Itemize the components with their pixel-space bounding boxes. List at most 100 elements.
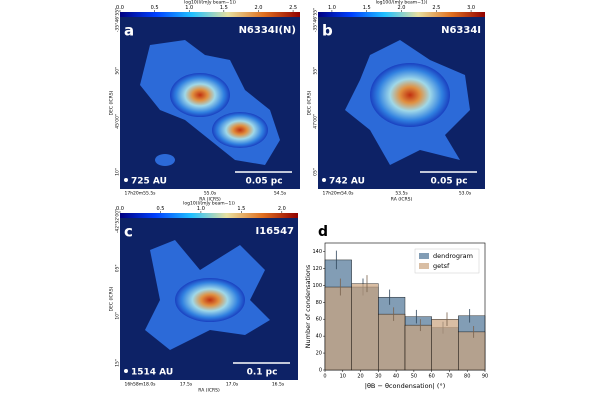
colorbar-tick-label: 1.5 [220,5,228,11]
x-tick-label: 40 [393,374,399,380]
x-tick-label: 70 [446,374,452,380]
x-tick-label: 50 [411,374,417,380]
beam-label: 1514 AU [131,368,173,378]
y-tick-label: 100 [312,283,322,289]
map-b [318,17,485,189]
x-tick-label: 17h20m55.5s [124,191,156,197]
x-tick-label: 17.5s [180,382,193,388]
y-tick-label: 140 [312,249,322,255]
bar [458,331,486,371]
bar [431,319,459,371]
y-tick-label: 15" [115,359,121,367]
colorbar-tick-label: 2.0 [254,5,262,11]
x-tick-label: 10 [340,374,346,380]
y-tick-label: -42°52'00" [115,209,121,233]
x-tick-label: 0 [323,374,326,380]
panel-letter: d [318,224,328,240]
bar [378,313,406,371]
x-tick-label: 53.5s [395,191,408,197]
legend-swatch [419,253,429,259]
colorbar-tick-label: 2.0 [278,206,286,212]
x-tick-label: 60 [428,374,434,380]
y-tick-label: 50" [115,67,121,75]
bar [404,324,432,371]
colorbar-tick-label: 2.0 [398,5,406,11]
x-axis-label: RA (ICRS) [198,388,220,394]
colorbar-label: log10(I/(mJy beam−1)) [376,0,428,6]
panel-letter: c [124,223,133,241]
x-tick-label: 20 [357,374,363,380]
colorbar-tick-label: 0.5 [156,206,164,212]
colorbar-tick-label: 0.0 [116,5,124,11]
legend-label: getsf [433,262,450,270]
x-tick-label: 55.0s [204,191,217,197]
x-tick-label: 17.0s [226,382,239,388]
bar [351,283,379,371]
x-tick-label: 54.5s [274,191,287,197]
y-tick-label: 80 [316,300,322,306]
colorbar-tick-label: 1.5 [363,5,371,11]
scalebar-label: 0.1 pc [247,368,278,378]
beam-label: 725 AU [131,177,167,187]
panel-letter: b [322,22,333,40]
colorbar-label: log10(I/(mJy beam−1)) [184,0,236,6]
y-tick-label: 47'00" [313,114,319,129]
y-tick-label: -35°46'55" [115,8,121,32]
x-tick-label: 16.5s [272,382,285,388]
beam [124,178,128,182]
y-tick-label: 40 [316,334,322,340]
colorbar-tick-label: 1.0 [185,5,193,11]
beam [124,369,128,373]
y-tick-label: 120 [312,266,322,272]
y-tick-label: 05" [115,264,121,272]
x-axis-label: RA (ICRS) [391,197,413,203]
colorbar-tick-label: 3.0 [467,5,475,11]
y-tick-label: 60 [316,317,322,323]
x-tick-label: 16h58m18.0s [124,382,156,388]
x-axis-label: |θB − θcondensation| (°) [365,382,446,390]
colorbar-tick-label: 0.5 [151,5,159,11]
legend-label: dendrogram [433,252,473,260]
map-a [120,17,300,189]
beam [322,178,326,182]
x-tick-label: 17h20m54.0s [322,191,354,197]
y-tick-label: 55" [313,67,319,75]
colorbar-tick-label: 2.5 [289,5,297,11]
y-tick-label: 10" [115,312,121,320]
y-tick-label: 05" [313,168,319,176]
y-axis-label: DEC (ICRS) [109,90,115,115]
colorbar-tick-label: 1.0 [328,5,336,11]
colorbar-tick-label: 1.0 [197,206,205,212]
x-tick-label: 80 [464,374,470,380]
source-name: N6334I [441,25,481,36]
source-name: N6334I(N) [239,25,296,36]
scalebar-label: 0.05 pc [245,177,282,187]
x-tick-label: 53.0s [459,191,472,197]
beam-label: 742 AU [329,177,365,187]
map-c [120,218,298,380]
y-tick-label: 20 [316,351,322,357]
y-axis-label: Number of condensations [304,264,312,348]
x-axis-label: RA (ICRS) [199,197,221,203]
bar [324,286,352,371]
y-tick-label: -35°46'55" [313,8,319,32]
colorbar [318,12,485,17]
legend-swatch [419,263,429,269]
colorbar [120,12,300,17]
colorbar-tick-label: 1.5 [237,206,245,212]
colorbar [120,213,298,218]
y-tick-label: 45'00" [115,114,121,129]
y-axis-label: DEC (ICRS) [109,286,115,311]
colorbar-label: log10(I/(mJy beam−1)) [183,201,235,207]
source-name: I16547 [255,226,294,237]
scalebar-label: 0.05 pc [430,177,467,187]
panel-letter: a [124,22,134,40]
y-axis-label: DEC (ICRS) [307,90,313,115]
y-tick-label: 0 [319,368,322,374]
colorbar-tick-label: 0.0 [116,206,124,212]
colorbar-tick-label: 2.5 [432,5,440,11]
y-tick-label: 10" [115,168,121,176]
x-tick-label: 90 [482,374,488,380]
x-tick-label: 30 [375,374,381,380]
